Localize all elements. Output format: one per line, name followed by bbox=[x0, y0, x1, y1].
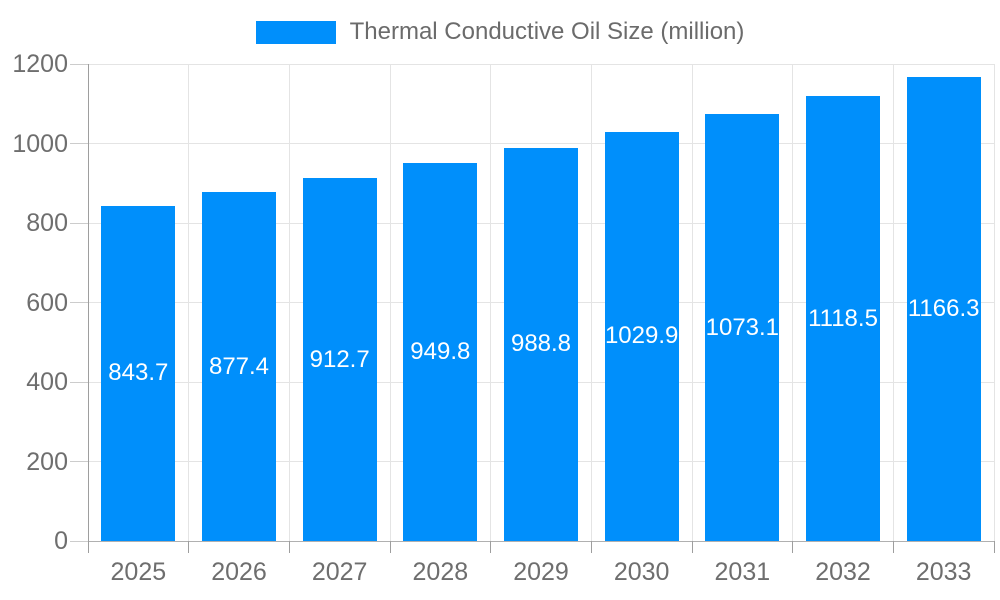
x-axis-tick bbox=[892, 541, 894, 553]
plot-area: 843.7 877.4 912.7 949.8 988.8 1029.9 1073.1 111… bbox=[70, 63, 995, 553]
x-axis-label: 2033 bbox=[915, 558, 972, 586]
x-gridline bbox=[490, 64, 492, 541]
x-axis-tick bbox=[691, 541, 693, 553]
y-axis-label: 800 bbox=[26, 209, 68, 237]
x-axis-tick bbox=[188, 541, 190, 553]
x-gridline bbox=[691, 64, 693, 541]
y-axis-label: 1200 bbox=[12, 50, 68, 78]
x-axis-tick bbox=[389, 541, 391, 553]
bar-value-label: 949.8 bbox=[410, 338, 471, 366]
x-axis-label: 2029 bbox=[513, 558, 569, 586]
y-axis-label: 1000 bbox=[12, 129, 68, 158]
bar-value-label: 988.8 bbox=[510, 330, 572, 358]
bar-value-label: 843.7 bbox=[108, 359, 169, 387]
bar[interactable] bbox=[403, 163, 478, 541]
bar[interactable] bbox=[504, 147, 578, 541]
y-axis-label: 0 bbox=[54, 527, 68, 555]
bar-value-label: 912.7 bbox=[309, 345, 370, 373]
bar[interactable] bbox=[906, 77, 981, 541]
x-axis-tick bbox=[792, 541, 794, 553]
x-gridline bbox=[188, 64, 190, 541]
x-axis-label: 2028 bbox=[412, 558, 469, 586]
x-axis-baseline bbox=[88, 540, 995, 542]
x-axis-tick bbox=[590, 541, 592, 553]
y-axis-tick bbox=[70, 461, 88, 462]
y-axis-tick bbox=[70, 143, 88, 144]
bar-value-label: 1118.5 bbox=[808, 304, 878, 332]
legend-item[interactable]: Thermal Conductive Oil Size (million) bbox=[255, 18, 745, 45]
bar-value-label: 877.4 bbox=[208, 352, 270, 380]
x-gridline bbox=[792, 64, 794, 541]
x-gridline bbox=[993, 64, 995, 541]
y-axis-label: 600 bbox=[26, 288, 68, 317]
bar-value-label: 1073.1 bbox=[705, 313, 780, 341]
x-axis-label: 2031 bbox=[714, 558, 771, 586]
x-gridline bbox=[288, 64, 290, 541]
bar[interactable] bbox=[202, 192, 276, 541]
bar[interactable] bbox=[705, 114, 780, 541]
x-axis-label: 2032 bbox=[815, 558, 871, 586]
x-gridline bbox=[389, 64, 391, 541]
bar[interactable] bbox=[302, 178, 377, 541]
y-gridline bbox=[88, 143, 995, 144]
bar-value-label: 1029.9 bbox=[604, 322, 679, 350]
legend-swatch-icon bbox=[255, 20, 336, 44]
y-axis-line bbox=[87, 64, 89, 553]
bar[interactable] bbox=[101, 205, 176, 541]
y-axis-label: 200 bbox=[26, 447, 68, 476]
legend: Thermal Conductive Oil Size (million) bbox=[0, 20, 1000, 44]
x-axis-label: 2026 bbox=[211, 558, 267, 586]
y-axis-tick bbox=[70, 302, 88, 303]
y-axis-tick bbox=[70, 63, 88, 65]
y-axis-tick bbox=[70, 381, 88, 383]
y-gridline bbox=[88, 63, 995, 65]
x-axis-label: 2025 bbox=[110, 558, 167, 586]
x-axis-label: 2027 bbox=[311, 558, 368, 586]
x-axis-tick bbox=[288, 541, 290, 553]
legend-label: Thermal Conductive Oil Size (million) bbox=[349, 18, 745, 45]
bar-value-label: 1166.3 bbox=[907, 295, 980, 323]
x-axis-label: 2030 bbox=[613, 558, 670, 586]
y-axis-tick bbox=[70, 222, 88, 224]
y-axis-tick bbox=[70, 540, 88, 542]
bar[interactable] bbox=[806, 96, 880, 541]
x-axis-tick bbox=[490, 541, 492, 553]
x-axis-tick bbox=[993, 541, 995, 553]
bar[interactable] bbox=[604, 131, 679, 541]
y-axis-label: 400 bbox=[26, 368, 68, 396]
x-gridline bbox=[892, 64, 894, 541]
x-gridline bbox=[590, 64, 592, 541]
